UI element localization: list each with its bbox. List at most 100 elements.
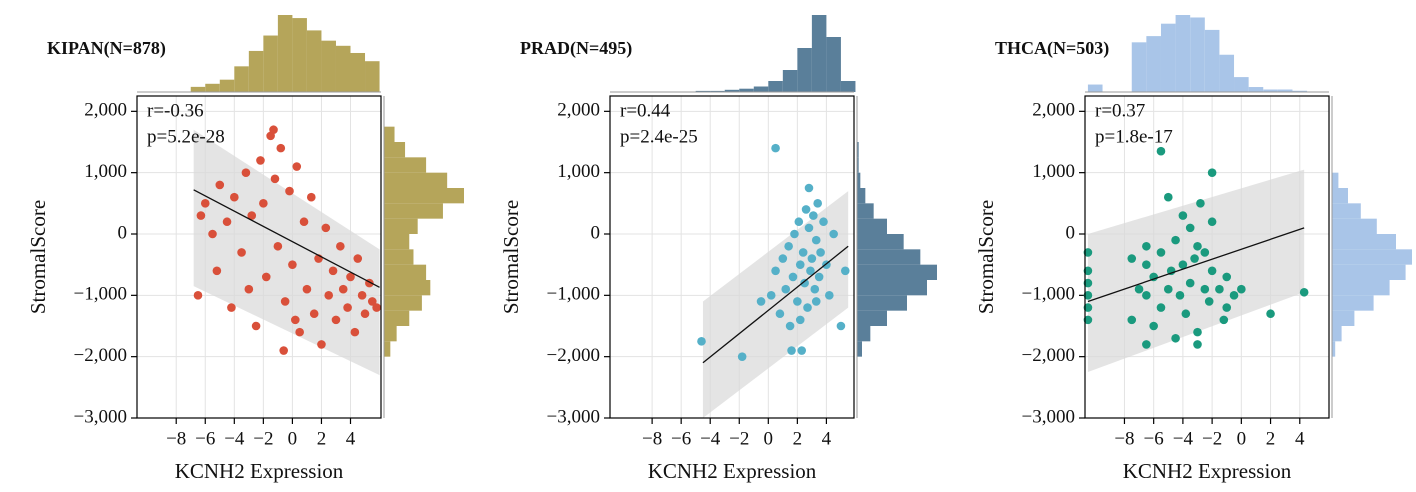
point xyxy=(811,297,821,306)
annotation: p=1.8e-17 xyxy=(1095,126,1173,147)
point xyxy=(1149,272,1158,282)
point xyxy=(1083,278,1093,288)
top-hist-bar xyxy=(797,48,812,92)
top-hist-bar xyxy=(1146,36,1161,92)
point xyxy=(1171,235,1180,245)
point xyxy=(196,211,206,220)
point xyxy=(353,254,363,263)
point xyxy=(1134,284,1144,294)
x-tick-label: −6 xyxy=(1144,428,1164,449)
point xyxy=(343,303,352,312)
top-hist-bar xyxy=(1131,42,1147,92)
x-tick-label: 0 xyxy=(288,428,298,449)
x-tick-label: 2 xyxy=(317,428,327,449)
point xyxy=(309,309,319,319)
top-hist-bar xyxy=(739,88,754,92)
x-axis-label: KCNH2 Expression xyxy=(175,459,344,483)
right-hist-bar xyxy=(384,310,410,326)
point xyxy=(803,303,812,312)
right-hist-bar xyxy=(857,157,859,173)
point xyxy=(247,211,257,220)
point xyxy=(1200,284,1210,294)
point xyxy=(829,229,838,239)
top-hist-bar xyxy=(1087,84,1103,92)
point xyxy=(273,241,283,251)
point xyxy=(810,284,820,294)
point xyxy=(1163,284,1173,294)
point xyxy=(800,278,809,288)
top-hist-bar xyxy=(335,45,351,92)
top-hist-bar xyxy=(306,30,322,92)
y-tick-label: 1,000 xyxy=(84,161,127,182)
x-tick-label: −8 xyxy=(1114,428,1134,449)
right-hist-bar xyxy=(857,326,871,342)
top-hist-bar xyxy=(1219,54,1235,92)
right-hist-bar xyxy=(384,264,427,280)
point xyxy=(261,272,271,282)
point xyxy=(259,199,268,208)
top-hist-bar xyxy=(695,90,711,92)
point xyxy=(1156,303,1166,312)
point xyxy=(795,315,805,325)
point xyxy=(291,315,300,325)
right-hist-bar xyxy=(384,280,431,296)
right-hist-bar xyxy=(384,218,418,234)
point xyxy=(778,254,788,263)
top-hist-bar xyxy=(234,66,249,92)
point xyxy=(285,186,294,196)
point xyxy=(840,266,850,276)
right-hist-bar xyxy=(857,234,904,250)
point xyxy=(200,199,210,208)
point xyxy=(1178,260,1188,269)
point xyxy=(1142,340,1151,349)
x-tick-label: −8 xyxy=(166,428,186,449)
y-axis-label: StromalScore xyxy=(26,200,50,314)
point xyxy=(825,291,834,300)
point xyxy=(280,297,290,306)
confidence-band xyxy=(193,129,380,376)
top-hist-bar xyxy=(1263,89,1278,92)
top-hist-bar xyxy=(248,50,264,92)
top-hist-bar xyxy=(190,86,206,92)
right-hist-bar xyxy=(384,234,410,250)
right-hist-bar xyxy=(1332,218,1377,234)
x-tick-label: −6 xyxy=(195,428,215,449)
annotation: r=0.37 xyxy=(1095,100,1145,121)
point xyxy=(237,248,246,257)
point xyxy=(798,248,808,257)
top-hist-bar xyxy=(811,15,827,92)
point xyxy=(819,217,828,227)
y-tick-label: 0 xyxy=(1066,222,1076,243)
x-tick-label: 2 xyxy=(1266,428,1276,449)
right-hist-bar xyxy=(1332,280,1390,296)
point xyxy=(771,143,780,153)
point xyxy=(1222,303,1232,312)
top-hist-bar xyxy=(292,18,307,92)
point xyxy=(790,229,799,239)
point xyxy=(814,272,824,282)
point xyxy=(360,309,370,319)
y-tick-label: −3,000 xyxy=(74,406,127,427)
top-hist-bar xyxy=(263,35,278,92)
top-hist-bar xyxy=(1234,77,1249,92)
y-axis-label: StromalScore xyxy=(974,200,998,314)
top-hist-bar xyxy=(1204,29,1220,92)
point xyxy=(299,217,309,227)
right-hist-bar xyxy=(384,341,391,357)
top-hist-bar xyxy=(321,40,336,92)
y-tick-label: 2,000 xyxy=(84,100,127,121)
point xyxy=(1127,254,1137,263)
x-tick-label: 4 xyxy=(822,428,832,449)
point xyxy=(193,291,203,300)
point xyxy=(811,235,821,245)
right-hist-bar xyxy=(384,326,397,342)
point xyxy=(787,346,796,355)
point xyxy=(1142,260,1151,269)
point xyxy=(766,291,776,300)
top-hist-bar xyxy=(219,79,235,92)
annotation: p=5.2e-28 xyxy=(147,126,225,147)
point xyxy=(222,217,232,227)
right-hist-bar xyxy=(1332,249,1412,265)
